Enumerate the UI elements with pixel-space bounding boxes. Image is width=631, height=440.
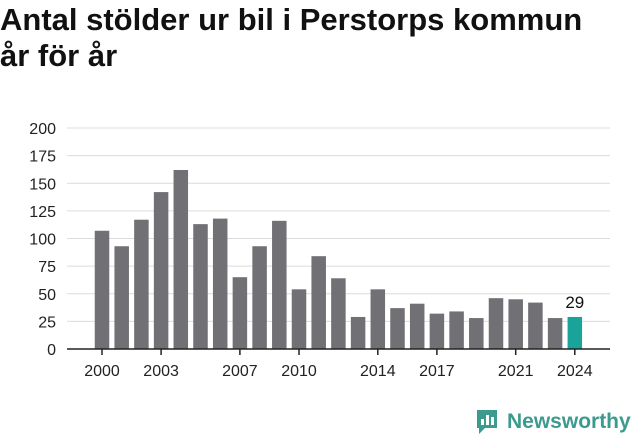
x-tick-label: 2003 — [143, 363, 179, 380]
bar — [114, 246, 129, 349]
bar — [409, 303, 425, 349]
chart-title: Antal stölder ur bil i Perstorps kommun … — [0, 2, 631, 74]
bar — [232, 277, 248, 349]
bar — [153, 192, 169, 349]
y-tick-label: 25 — [38, 314, 56, 331]
bar — [212, 218, 228, 349]
bar — [429, 313, 445, 349]
bar — [272, 220, 287, 349]
y-tick-label: 175 — [29, 149, 56, 166]
bar — [508, 299, 523, 349]
x-tick-label: 2024 — [557, 363, 593, 380]
chart-title-line1: Antal stölder ur bil i Perstorps kommun — [0, 2, 583, 37]
bar — [488, 298, 504, 349]
bar — [390, 308, 405, 349]
bar — [449, 311, 464, 349]
x-tick-label: 2017 — [419, 363, 455, 380]
x-tick-label: 2021 — [498, 363, 534, 380]
bar — [134, 219, 149, 349]
bar — [350, 316, 366, 349]
y-tick-label: 100 — [29, 232, 56, 249]
data-label: 29 — [565, 293, 584, 312]
y-tick-label: 0 — [47, 342, 56, 359]
chart-title-line2: år för år — [0, 38, 118, 73]
bar — [291, 289, 307, 349]
bar — [252, 246, 267, 349]
bar — [370, 289, 386, 349]
x-tick-label: 2000 — [84, 363, 120, 380]
bar — [193, 224, 208, 349]
bar — [567, 316, 583, 349]
y-tick-label: 75 — [38, 259, 56, 276]
bar — [94, 230, 110, 349]
x-tick-label: 2007 — [222, 363, 258, 380]
y-tick-label: 150 — [29, 176, 56, 193]
bar — [528, 302, 543, 349]
bar — [331, 278, 346, 349]
y-tick-label: 200 — [29, 121, 56, 138]
bar — [173, 169, 189, 349]
bar — [469, 318, 484, 349]
y-tick-label: 50 — [38, 287, 56, 304]
bar — [311, 256, 326, 349]
newsworthy-logo-icon — [477, 410, 497, 434]
brand-name: Newsworthy — [507, 410, 631, 433]
bar-chart: 0 25 50 75 100 125 150 175 200 29 2000 2003 2007 2010… — [29, 121, 610, 380]
x-tick-label: 2010 — [281, 363, 317, 380]
x-tick-label: 2014 — [360, 363, 396, 380]
bar — [547, 318, 563, 349]
newsworthy-logo: Newsworthy — [475, 404, 631, 440]
y-tick-label: 125 — [29, 204, 56, 221]
